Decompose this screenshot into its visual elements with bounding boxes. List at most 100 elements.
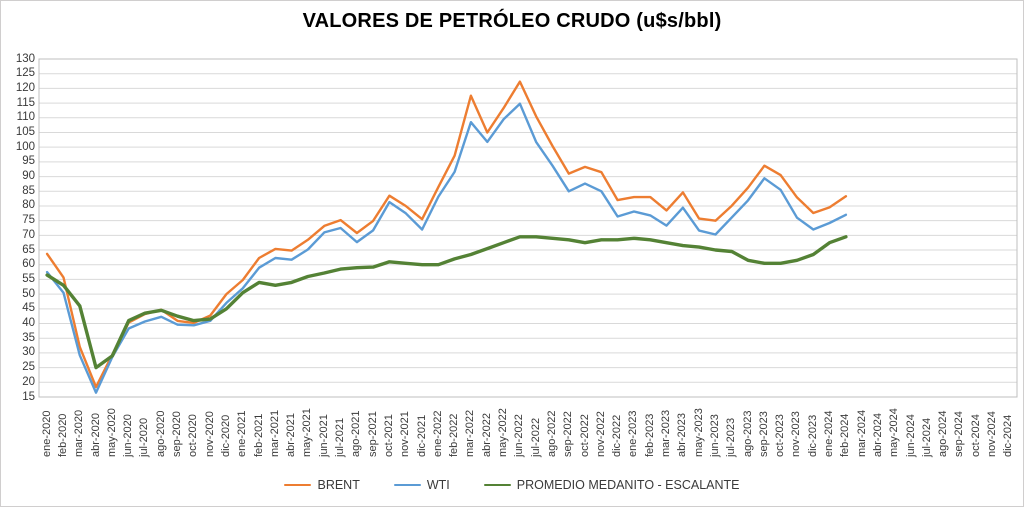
y-tick-label: 95	[22, 155, 35, 168]
x-tick-label: dic-2023	[806, 414, 819, 457]
y-tick-label: 80	[22, 199, 35, 212]
x-tick-label: jul-2021	[334, 417, 347, 457]
y-tick-label: 75	[22, 214, 35, 227]
x-tick-label: dic-2024	[1002, 414, 1015, 457]
y-tick-label: 25	[22, 361, 35, 374]
x-tick-label: abr-2020	[89, 412, 102, 457]
x-tick-label: jun-2021	[317, 414, 330, 457]
x-tick-label: feb-2022	[448, 413, 461, 457]
x-tick-label: ene-2020	[40, 410, 53, 458]
series-line-promedio-medanito-escalante	[45, 235, 848, 370]
x-tick-label: oct-2021	[382, 414, 395, 457]
x-tick-label: oct-2023	[774, 414, 787, 457]
x-tick-label: sep-2023	[757, 411, 770, 457]
x-tick-label: jul-2023	[725, 417, 738, 457]
x-tick-label: may-2022	[497, 408, 510, 457]
y-tick-label: 40	[22, 317, 35, 330]
medanito-line-swatch	[483, 483, 511, 487]
series-line-wti	[45, 102, 848, 394]
x-tick-label: mar-2020	[73, 409, 86, 457]
x-tick-label: nov-2021	[399, 411, 412, 457]
x-tick-label: dic-2020	[219, 414, 232, 457]
y-tick-label: 90	[22, 170, 35, 183]
legend-label: PROMEDIO MEDANITO - ESCALANTE	[516, 478, 740, 492]
x-tick-label: ago-2020	[154, 410, 167, 458]
x-tick-label: ene-2024	[823, 410, 836, 458]
x-tick-label: ago-2021	[350, 410, 363, 458]
x-tick-label: dic-2021	[415, 414, 428, 457]
y-tick-label: 55	[22, 272, 35, 285]
y-tick-label: 110	[16, 111, 35, 124]
x-tick-label: jun-2023	[708, 414, 721, 457]
x-tick-label: mar-2024	[855, 409, 868, 457]
y-tick-label: 35	[22, 331, 35, 344]
x-tick-label: ene-2021	[236, 410, 249, 458]
x-tick-label: mar-2022	[464, 409, 477, 457]
y-tick-label: 85	[22, 184, 35, 197]
x-tick-label: sep-2021	[366, 411, 379, 457]
y-tick-label: 15	[22, 390, 35, 403]
x-tick-label: sep-2024	[953, 411, 966, 457]
y-tick-label: 130	[15, 52, 35, 65]
x-tick-label: oct-2024	[969, 414, 982, 457]
legend-label: WTI	[426, 478, 450, 492]
x-tick-label: jul-2022	[529, 417, 542, 457]
x-tick-label: oct-2020	[187, 414, 200, 457]
x-tick-label: jul-2024	[920, 417, 933, 457]
x-tick-label: jul-2020	[138, 417, 151, 457]
x-tick-label: ago-2023	[741, 410, 754, 458]
brent-line-swatch	[284, 483, 312, 487]
x-tick-label: jun-2024	[904, 414, 917, 457]
y-tick-label: 100	[15, 140, 35, 153]
x-tick-label: feb-2023	[643, 413, 656, 457]
x-tick-label: nov-2023	[790, 411, 803, 457]
y-tick-label: 45	[22, 302, 35, 315]
x-tick-label: may-2020	[105, 408, 118, 457]
y-tick-label: 120	[15, 81, 35, 94]
x-tick-label: nov-2020	[203, 411, 216, 457]
legend-label: BRENT	[317, 478, 360, 492]
x-tick-label: feb-2020	[56, 413, 69, 457]
x-tick-label: abr-2022	[480, 412, 493, 457]
y-tick-label: 70	[22, 228, 35, 241]
y-tick-label: 50	[22, 287, 35, 300]
legend-item-wti: WTI	[393, 478, 450, 492]
x-tick-label: dic-2022	[611, 414, 624, 457]
x-tick-label: sep-2022	[562, 411, 575, 457]
y-tick-label: 115	[16, 96, 35, 109]
x-tick-label: abr-2023	[676, 412, 689, 457]
x-tick-label: nov-2024	[986, 411, 999, 457]
x-tick-label: may-2024	[888, 408, 901, 457]
x-tick-label: abr-2021	[285, 412, 298, 457]
plot-border	[38, 58, 1018, 398]
x-tick-label: ago-2022	[545, 410, 558, 458]
y-tick-label: 60	[22, 258, 35, 271]
y-tick-label: 30	[22, 346, 35, 359]
y-tick-label: 20	[22, 375, 35, 388]
chart-legend: BRENT WTI PROMEDIO MEDANITO - ESCALANTE	[1, 478, 1023, 492]
x-tick-label: mar-2023	[660, 409, 673, 457]
x-tick-label: abr-2024	[871, 412, 884, 457]
x-tick-label: ene-2022	[431, 410, 444, 458]
x-tick-label: oct-2022	[578, 414, 591, 457]
x-tick-label: mar-2021	[268, 409, 281, 457]
legend-item-brent: BRENT	[284, 478, 360, 492]
x-tick-label: ago-2024	[937, 410, 950, 458]
y-tick-label: 105	[15, 125, 35, 138]
x-tick-label: feb-2024	[839, 413, 852, 457]
x-tick-label: nov-2022	[594, 411, 607, 457]
x-tick-label: may-2021	[301, 408, 314, 457]
wti-line-swatch	[393, 483, 421, 487]
x-tick-label: jun-2022	[513, 414, 526, 457]
x-tick-label: feb-2021	[252, 413, 265, 457]
x-tick-label: sep-2020	[171, 411, 184, 457]
x-tick-label: ene-2023	[627, 410, 640, 458]
x-tick-label: jun-2020	[122, 414, 135, 457]
x-tick-label: may-2023	[692, 408, 705, 457]
chart-title: VALORES DE PETRÓLEO CRUDO (u$s/bbl)	[302, 10, 722, 32]
series-line-brent	[45, 80, 848, 389]
legend-item-medanito: PROMEDIO MEDANITO - ESCALANTE	[483, 478, 740, 492]
y-tick-label: 65	[22, 243, 35, 256]
